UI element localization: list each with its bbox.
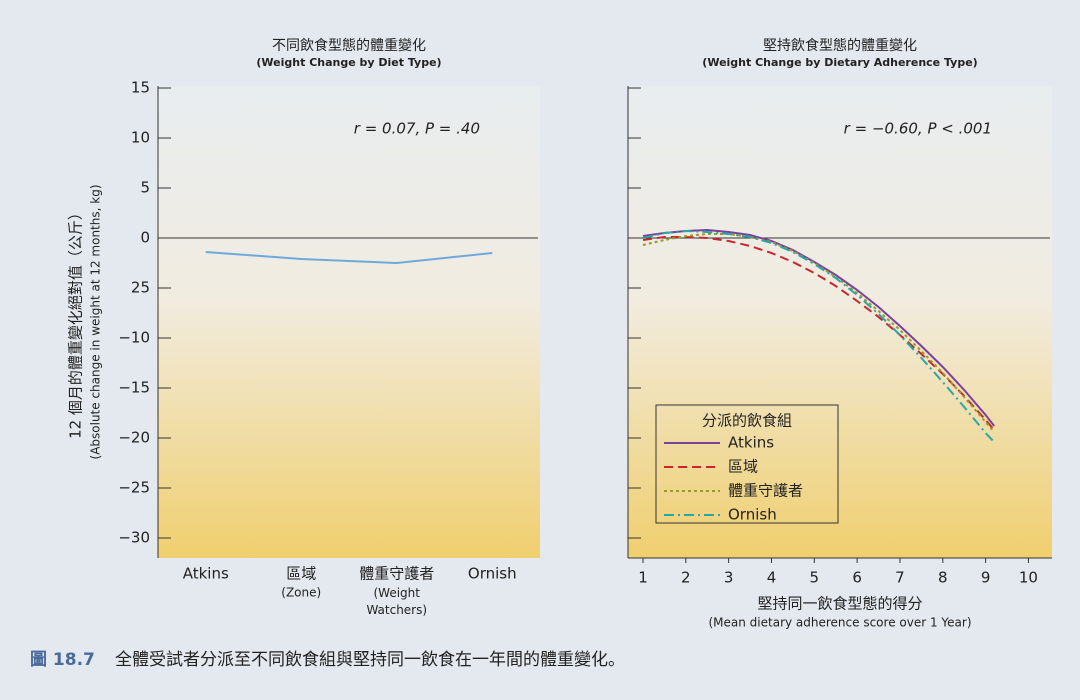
legend-title: 分派的飲食組 — [702, 412, 792, 430]
x-tick-label: 5 — [810, 569, 820, 587]
x-tick-note: (Zone) — [281, 586, 321, 600]
legend-label: 區域 — [728, 458, 758, 476]
y-tick-label: 5 — [140, 179, 150, 197]
plot-area — [158, 86, 540, 558]
x-tick-label: 3 — [724, 569, 734, 587]
x-tick-label: 10 — [1019, 569, 1038, 587]
y-tick-label: 15 — [131, 79, 150, 97]
legend-label: Ornish — [728, 506, 777, 524]
y-tick-label: 10 — [131, 129, 150, 147]
chart-title: 堅持飲食型態的體重變化 — [763, 37, 917, 54]
figure-number: 圖 18.7 — [30, 650, 95, 670]
x-tick-label: 8 — [938, 569, 948, 587]
legend-label: 體重守護者 — [728, 482, 803, 500]
legend-box — [655, 404, 839, 524]
x-tick-label: 4 — [767, 569, 777, 587]
y-tick-label: 25 — [131, 279, 150, 297]
y-tick-label: −25 — [118, 479, 150, 497]
x-tick-label: Atkins — [183, 565, 229, 583]
chart-subtitle: (Weight Change by Diet Type) — [256, 56, 441, 69]
caption: 全體受試者分派至不同飲食組與堅持同一飲食在一年間的體重變化。 — [115, 650, 625, 670]
y-tick-label: −30 — [118, 529, 150, 547]
x-axis-label: 堅持同一飲食型態的得分 — [757, 595, 922, 613]
annotation: r = 0.07, P = .40 — [354, 120, 480, 138]
x-tick-label: Ornish — [468, 565, 517, 583]
y-tick-label: −15 — [118, 379, 150, 397]
x-tick-label: 7 — [895, 569, 905, 587]
legend-label: Atkins — [728, 434, 774, 452]
x-tick-label: 體重守護者 — [359, 565, 434, 583]
chart-subtitle: (Weight Change by Dietary Adherence Type… — [702, 56, 977, 69]
plot-area — [628, 86, 1052, 558]
series-line — [642, 228, 995, 427]
x-tick-label: 9 — [981, 569, 991, 587]
x-tick-label: 1 — [638, 569, 648, 587]
x-tick-label: 6 — [852, 569, 862, 587]
y-tick-label: −10 — [118, 329, 150, 347]
series-line — [642, 236, 995, 431]
annotation: r = −0.60, P < .001 — [844, 120, 992, 138]
x-tick-label: 區域 — [286, 565, 316, 583]
x-tick-note: (Weight Watchers) — [366, 586, 427, 617]
line — [205, 251, 493, 265]
y-axis-label: (Absolute change in weight at 12 months,… — [89, 185, 103, 460]
y-tick-label: −20 — [118, 429, 150, 447]
series-line — [642, 229, 995, 443]
y-axis-label: 12 個月的體重變化絕對值（公斤） — [67, 205, 85, 439]
x-tick-label: 2 — [681, 569, 691, 587]
y-tick-label: 0 — [140, 229, 150, 247]
chart-title: 不同飲食型態的體重變化 — [272, 37, 426, 54]
series-line — [642, 233, 995, 433]
x-axis-label: (Mean dietary adherence score over 1 Yea… — [708, 616, 971, 630]
